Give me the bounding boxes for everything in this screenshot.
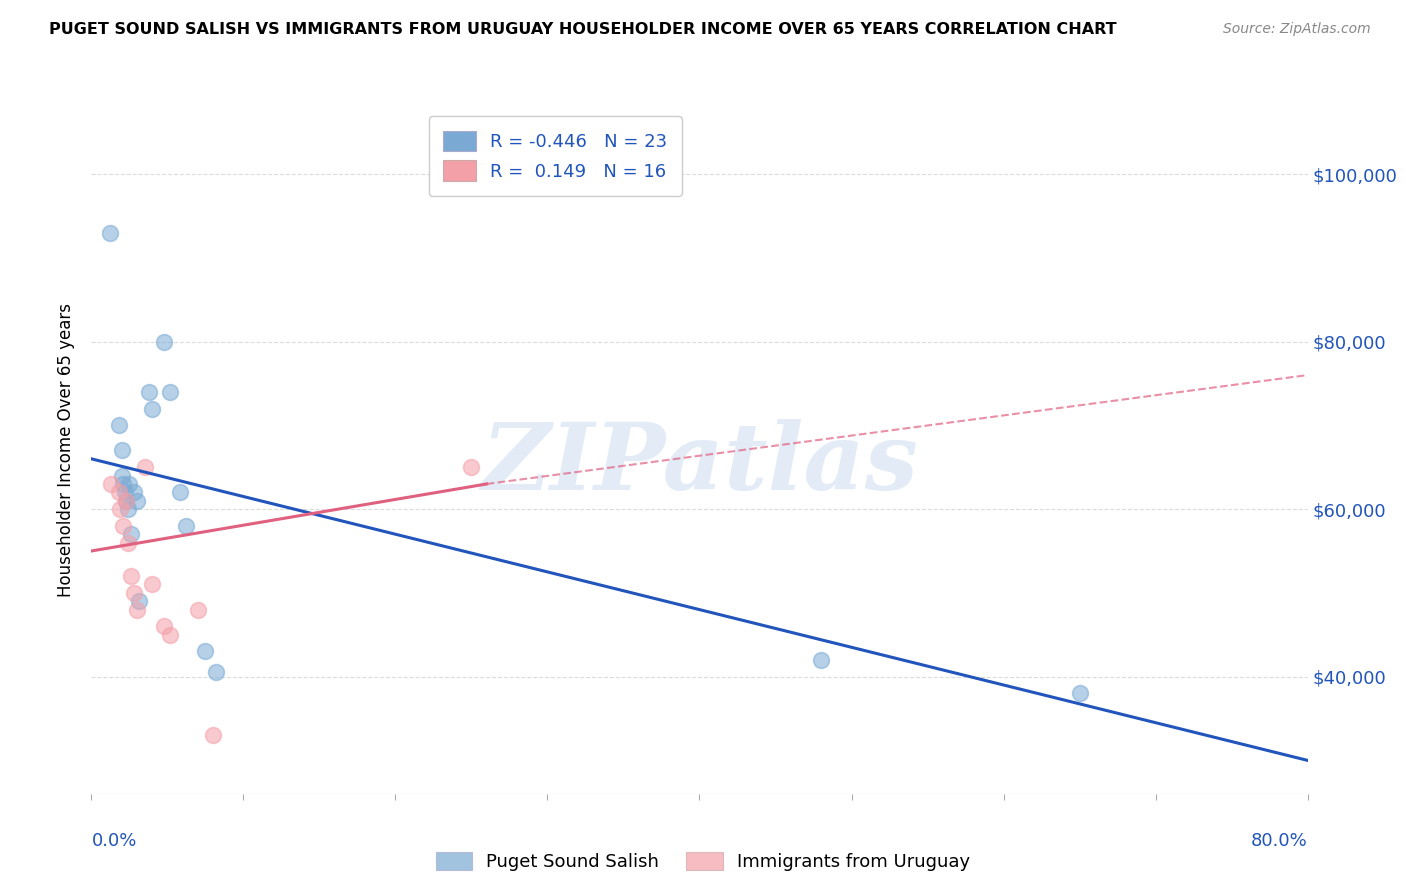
Legend: Puget Sound Salish, Immigrants from Uruguay: Puget Sound Salish, Immigrants from Urug…	[429, 845, 977, 879]
Point	[141, 577, 163, 591]
Point	[117, 535, 139, 549]
Point	[118, 477, 141, 491]
Point	[120, 569, 142, 583]
Point	[120, 527, 142, 541]
Text: Source: ZipAtlas.com: Source: ZipAtlas.com	[1223, 22, 1371, 37]
Point	[174, 519, 197, 533]
Point	[138, 384, 160, 399]
Point	[128, 594, 150, 608]
Text: 80.0%: 80.0%	[1251, 831, 1308, 850]
Point	[187, 602, 209, 616]
Point	[110, 502, 132, 516]
Point	[194, 644, 217, 658]
Point	[122, 586, 145, 600]
Point	[115, 493, 138, 508]
Point	[107, 418, 129, 433]
Point	[153, 334, 176, 349]
Legend: R = -0.446   N = 23, R =  0.149   N = 16: R = -0.446 N = 23, R = 0.149 N = 16	[429, 116, 682, 195]
Text: PUGET SOUND SALISH VS IMMIGRANTS FROM URUGUAY HOUSEHOLDER INCOME OVER 65 YEARS C: PUGET SOUND SALISH VS IMMIGRANTS FROM UR…	[49, 22, 1116, 37]
Point	[460, 460, 482, 475]
Point	[115, 493, 138, 508]
Point	[117, 502, 139, 516]
Y-axis label: Householder Income Over 65 years: Householder Income Over 65 years	[58, 303, 76, 598]
Point	[810, 653, 832, 667]
Point	[112, 477, 135, 491]
Point	[159, 384, 181, 399]
Point	[122, 485, 145, 500]
Point	[169, 485, 191, 500]
Point	[153, 619, 176, 633]
Point	[134, 460, 156, 475]
Text: 0.0%: 0.0%	[91, 831, 136, 850]
Point	[111, 443, 134, 458]
Point	[112, 519, 135, 533]
Text: ZIPatlas: ZIPatlas	[481, 419, 918, 509]
Point	[202, 728, 225, 742]
Point	[114, 485, 136, 500]
Point	[205, 665, 228, 680]
Point	[98, 226, 121, 240]
Point	[159, 628, 181, 642]
Point	[107, 485, 129, 500]
Point	[125, 493, 148, 508]
Point	[141, 401, 163, 416]
Point	[125, 602, 148, 616]
Point	[100, 477, 122, 491]
Point	[1069, 686, 1091, 700]
Point	[111, 468, 134, 483]
